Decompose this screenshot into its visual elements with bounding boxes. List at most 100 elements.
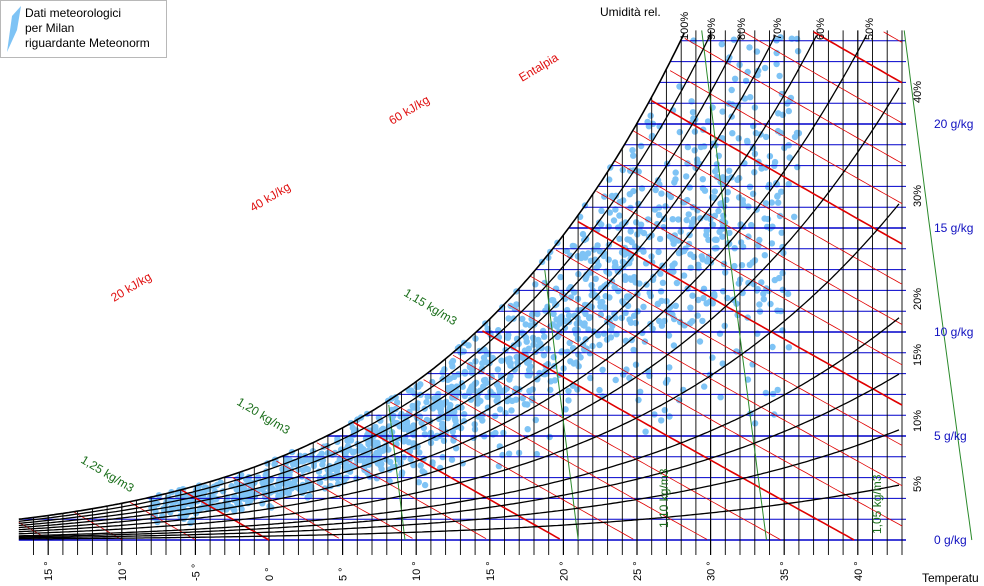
data-point: [657, 288, 665, 295]
data-point: [630, 187, 637, 195]
data-point: [611, 310, 618, 317]
data-point: [468, 369, 475, 376]
enthalpy-line: [452, 354, 781, 541]
data-point: [713, 161, 721, 168]
data-point: [730, 36, 738, 43]
data-point: [700, 143, 708, 150]
data-point: [768, 240, 776, 247]
data-point: [407, 425, 414, 432]
data-point: [658, 190, 665, 197]
legend: Dati meteorologici per Milan riguardante…: [0, 0, 167, 58]
data-point: [480, 377, 488, 384]
data-point: [500, 429, 507, 437]
data-point: [684, 143, 692, 151]
data-point: [622, 309, 629, 316]
data-point: [586, 314, 594, 321]
data-point: [779, 111, 786, 119]
data-point: [449, 357, 457, 365]
x-tick-label: 25 °: [632, 561, 644, 581]
data-point: [637, 142, 645, 150]
rh-curve: [18, 35, 818, 529]
data-point: [708, 221, 716, 228]
rh-curve: [18, 373, 900, 538]
data-point: [505, 450, 513, 457]
data-point: [508, 407, 515, 414]
data-point: [529, 386, 536, 393]
data-point: [635, 396, 642, 404]
data-point: [550, 310, 557, 318]
data-point: [643, 281, 650, 288]
data-point: [612, 206, 619, 213]
data-point: [785, 180, 792, 188]
data-point: [477, 397, 484, 405]
data-point: [299, 458, 306, 465]
data-point: [767, 300, 774, 308]
enthalpy-line: [669, 70, 903, 204]
data-point: [629, 147, 636, 154]
data-point: [728, 86, 735, 94]
data-point: [567, 358, 574, 365]
humidity-label: 10 g/kg: [934, 325, 973, 339]
enthalpy-line: [232, 477, 340, 539]
data-point: [632, 361, 640, 368]
data-point: [451, 408, 458, 416]
data-point: [751, 169, 758, 176]
data-point: [721, 322, 728, 329]
density-line: [701, 30, 767, 541]
data-point: [603, 281, 610, 288]
data-point: [423, 398, 430, 406]
data-point: [522, 321, 529, 328]
data-point: [424, 393, 431, 400]
data-point: [532, 281, 539, 288]
legend-line-3: riguardante Meteonorm: [25, 36, 150, 50]
data-point: [633, 219, 640, 226]
data-point: [745, 203, 752, 210]
data-point: [696, 338, 704, 345]
data-point: [758, 279, 765, 286]
data-point: [497, 373, 505, 380]
data-point: [390, 412, 397, 419]
data-point: [563, 247, 570, 255]
enthalpy-line: [813, 31, 903, 84]
data-point: [496, 389, 503, 396]
data-point: [436, 404, 443, 412]
data-point: [553, 316, 560, 323]
data-point: [580, 321, 587, 329]
legend-marker-icon: [7, 6, 21, 52]
enthalpy-label: 40 kJ/kg: [247, 180, 293, 215]
x-tick-label: 30 °: [706, 561, 718, 581]
rh-label: 5%: [912, 476, 924, 492]
data-point: [778, 188, 785, 195]
data-point: [703, 231, 710, 239]
data-point: [649, 325, 656, 332]
enthalpy-line: [883, 31, 903, 43]
density-lines: [388, 30, 973, 541]
data-point: [616, 212, 623, 219]
data-point: [284, 489, 291, 496]
data-point: [756, 301, 763, 308]
legend-line-2: per Milan: [25, 21, 75, 35]
data-point: [794, 48, 802, 55]
data-point: [605, 256, 612, 263]
data-point: [524, 401, 531, 408]
data-point: [407, 455, 414, 463]
data-point: [713, 173, 721, 181]
data-point: [557, 273, 564, 281]
data-point: [713, 244, 720, 252]
data-point: [669, 216, 676, 223]
humidity-label: 0 g/kg: [934, 533, 967, 547]
density-label: 1,15 kg/m3: [401, 286, 459, 329]
data-point: [666, 233, 674, 240]
rh-label: 60%: [815, 18, 827, 40]
data-point: [677, 228, 684, 235]
data-point: [711, 290, 718, 298]
data-point: [779, 269, 786, 277]
data-point: [535, 336, 542, 344]
data-point: [675, 216, 682, 223]
rh-label: 30%: [912, 185, 924, 207]
data-point: [624, 236, 631, 243]
data-point: [479, 360, 486, 367]
data-point: [780, 249, 787, 257]
data-point: [605, 223, 612, 230]
data-point: [316, 479, 324, 486]
